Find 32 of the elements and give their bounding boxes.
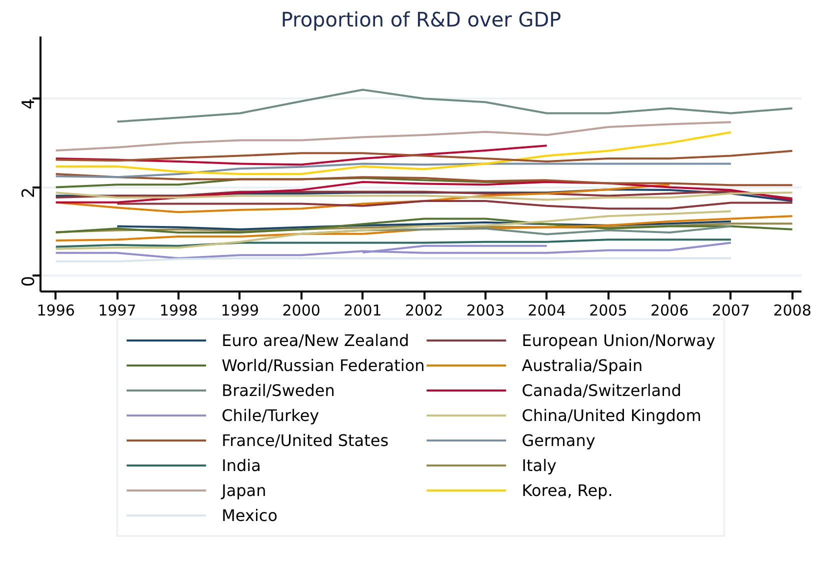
x-tick-label: 2000 [282, 302, 320, 320]
legend-label: Euro area/New Zealand [222, 330, 410, 352]
x-tick-label: 2002 [404, 302, 444, 320]
legend-label: Chile/Turkey [222, 404, 320, 426]
legend-label: Brazil/Sweden [222, 380, 335, 402]
x-tick-label: 2003 [466, 302, 505, 320]
legend-label: Korea, Rep. [522, 480, 613, 502]
legend-label: Italy [522, 454, 556, 476]
legend-label: China/United Kingdom [522, 404, 702, 426]
legend-label: France/United States [222, 430, 389, 452]
legend-label: Mexico [222, 504, 278, 526]
legend-label: Japan [222, 480, 266, 502]
legend-label: Australia/Spain [522, 354, 643, 376]
legend-label: Canada/Switzerland [522, 380, 682, 402]
x-tick-label: 1996 [36, 302, 75, 320]
legend-label: Germany [522, 430, 596, 452]
chart-title: Proportion of R&D over GDP [280, 8, 562, 32]
x-tick-label: 1997 [98, 302, 136, 320]
x-tick-label: 2007 [712, 302, 750, 320]
legend-label: European Union/Norway [522, 330, 716, 352]
x-tick-label: 2004 [528, 302, 566, 320]
y-tick-label: 4 [19, 98, 39, 110]
y-tick-label: 0 [19, 276, 39, 287]
x-tick-label: 2006 [650, 302, 689, 320]
legend-label: World/Russian Federation [222, 354, 425, 376]
x-tick-label: 2008 [773, 302, 812, 320]
x-tick-label: 1998 [160, 302, 198, 320]
x-tick-label: 2005 [589, 302, 628, 320]
y-tick-label: 2 [19, 187, 39, 198]
x-tick-label: 1999 [220, 302, 260, 320]
x-tick-label: 2001 [344, 302, 382, 320]
legend-label: India [222, 454, 261, 476]
